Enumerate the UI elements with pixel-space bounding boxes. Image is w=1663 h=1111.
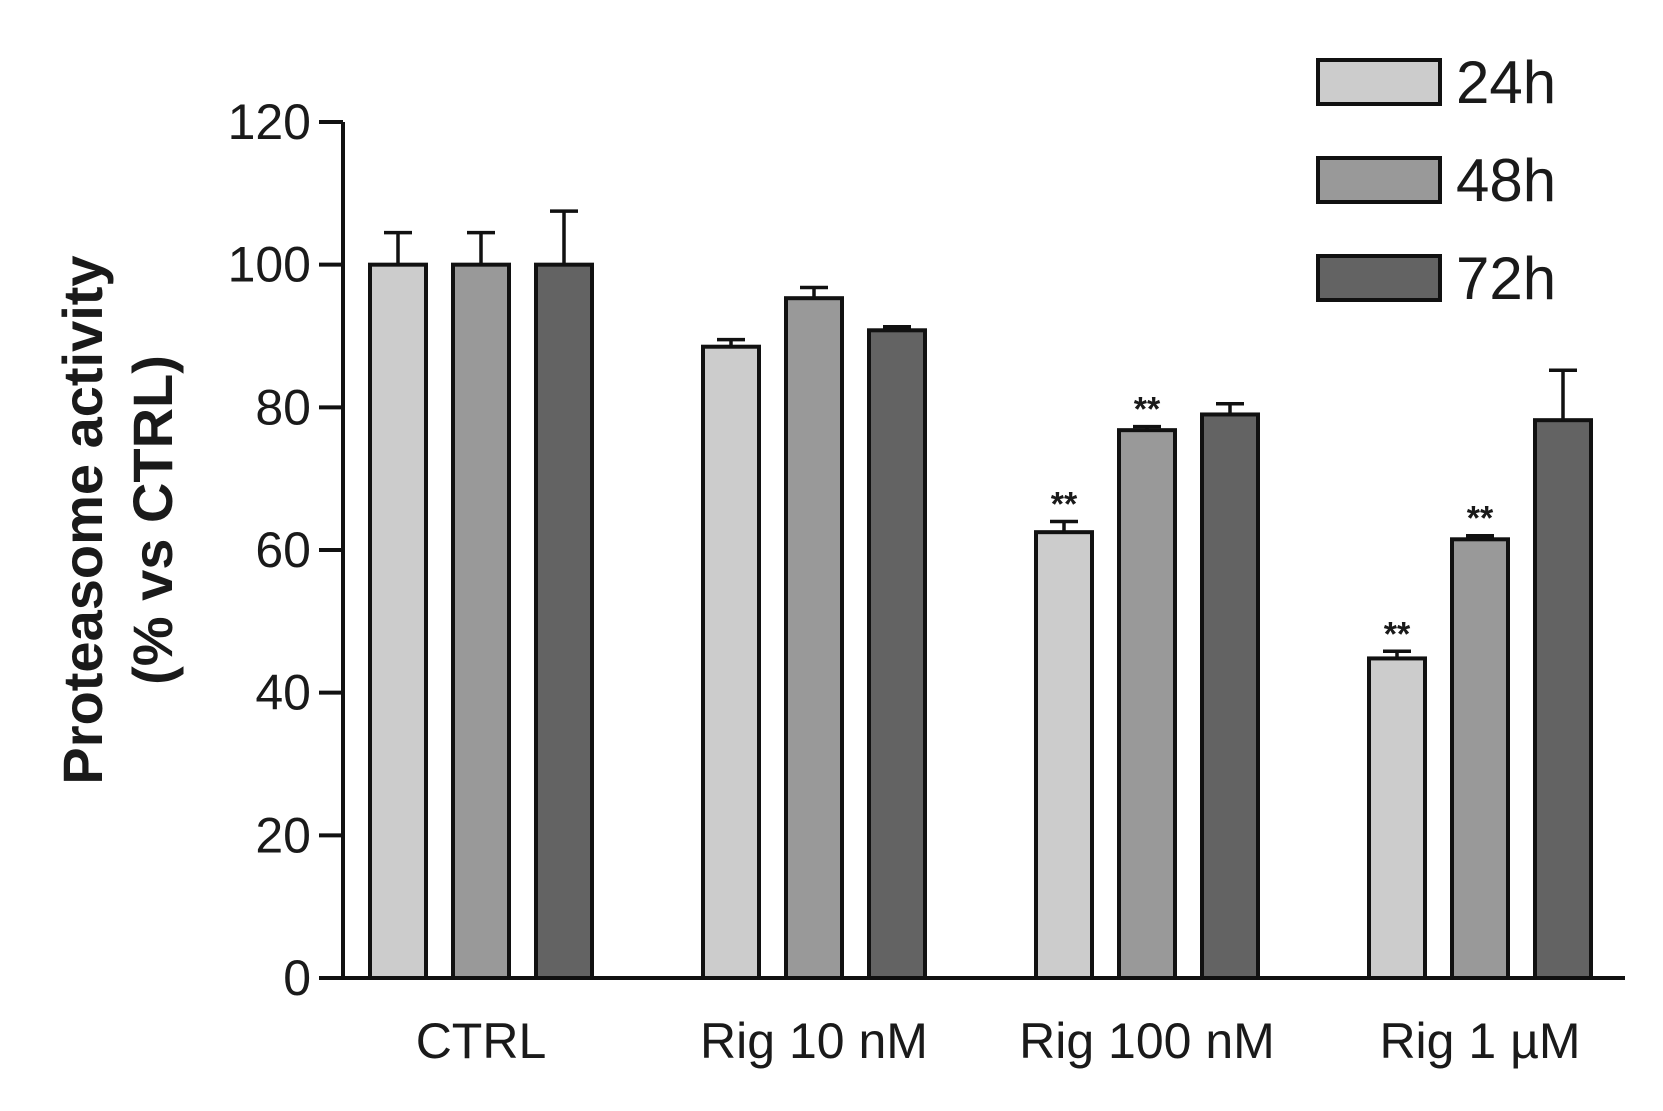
bar-72h-0 bbox=[534, 262, 594, 980]
significance-marker: ** bbox=[1134, 391, 1161, 429]
x-tick-label: CTRL bbox=[416, 1013, 547, 1069]
y-axis-title-line-1: Proteasome activity bbox=[51, 255, 114, 784]
y-axis-title: Proteasome activity (% vs CTRL) bbox=[51, 255, 184, 784]
legend-label-24h: 24h bbox=[1456, 49, 1556, 116]
y-tick-label: 100 bbox=[228, 237, 311, 293]
axes: CTRL Rig 10 nM Rig 100 nM Rig 1 µM 0 20 40 60 80… bbox=[228, 94, 1625, 1069]
bar-72h-3 bbox=[1533, 418, 1593, 980]
bar-24h-1 bbox=[701, 344, 761, 980]
y-tick-label: 120 bbox=[228, 94, 311, 150]
legend-swatch-72h bbox=[1316, 254, 1442, 302]
legend-swatch-48h bbox=[1316, 156, 1442, 204]
significance-marker: ** bbox=[1467, 500, 1494, 538]
x-tick-label: Rig 10 nM bbox=[700, 1013, 928, 1069]
x-tick-label: Rig 1 µM bbox=[1379, 1013, 1580, 1069]
y-tick-label: 60 bbox=[255, 522, 311, 578]
legend: 24h 48h 72h bbox=[1316, 49, 1556, 312]
bar-24h-3 bbox=[1367, 656, 1427, 981]
significance-marker: ** bbox=[1384, 615, 1411, 653]
significance-markers: ** ** ** ** bbox=[1051, 391, 1494, 654]
legend-label-48h: 48h bbox=[1456, 147, 1556, 214]
bar-48h-2 bbox=[1117, 428, 1177, 981]
significance-marker: ** bbox=[1051, 485, 1078, 523]
legend-swatch-24h bbox=[1316, 58, 1442, 106]
x-tick-label: Rig 100 nM bbox=[1019, 1013, 1275, 1069]
bar-24h-2 bbox=[1034, 530, 1094, 981]
bar-48h-1 bbox=[784, 296, 844, 980]
y-tick-label: 80 bbox=[255, 379, 311, 435]
y-axis-title-line-2: (% vs CTRL) bbox=[121, 355, 184, 685]
y-tick-label: 20 bbox=[255, 807, 311, 863]
legend-label-72h: 72h bbox=[1456, 245, 1556, 312]
y-tick-label: 40 bbox=[255, 665, 311, 721]
error-bars bbox=[384, 209, 1577, 659]
bar-48h-0 bbox=[451, 262, 511, 980]
bar-48h-3 bbox=[1450, 537, 1510, 980]
bar-72h-1 bbox=[867, 328, 927, 980]
bar-24h-0 bbox=[368, 262, 428, 980]
y-tick-label: 0 bbox=[283, 950, 311, 1006]
bar-72h-2 bbox=[1200, 412, 1260, 980]
